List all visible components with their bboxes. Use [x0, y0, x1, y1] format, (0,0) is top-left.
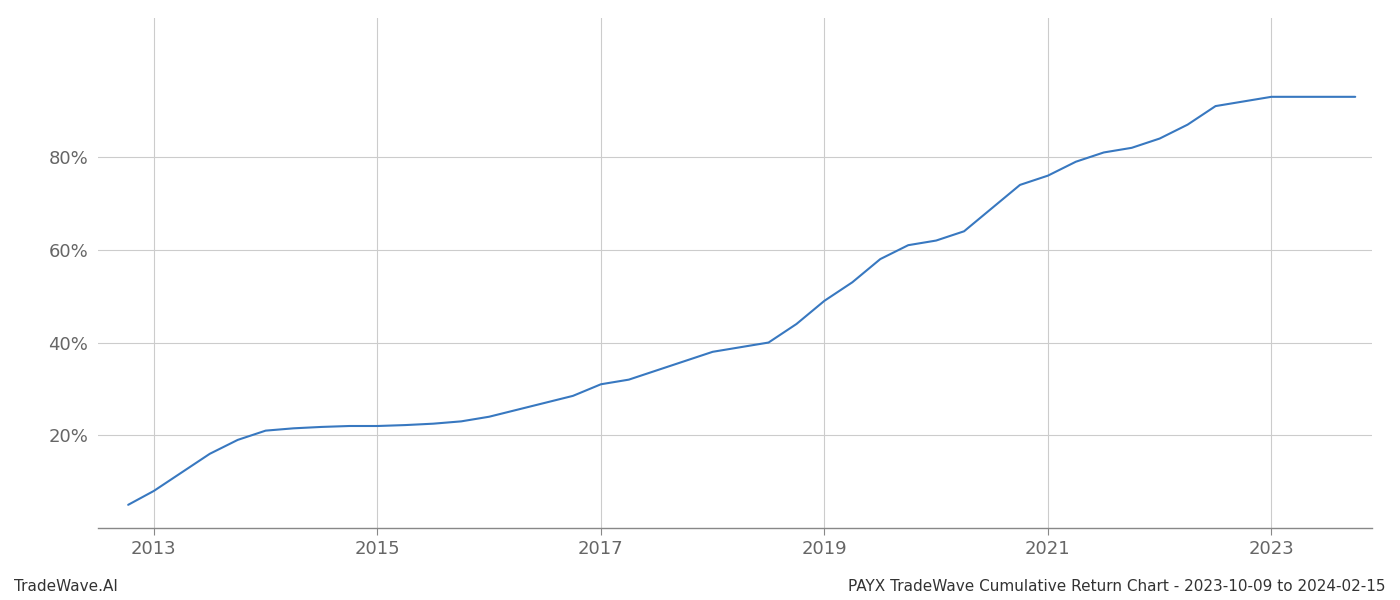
Text: PAYX TradeWave Cumulative Return Chart - 2023-10-09 to 2024-02-15: PAYX TradeWave Cumulative Return Chart -… — [848, 579, 1386, 594]
Text: TradeWave.AI: TradeWave.AI — [14, 579, 118, 594]
